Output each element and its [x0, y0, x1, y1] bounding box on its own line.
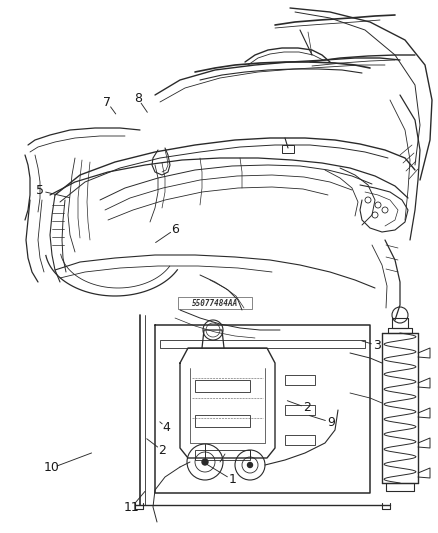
Text: 8: 8 — [134, 92, 142, 105]
Text: 4: 4 — [162, 421, 170, 434]
Bar — [285, 435, 315, 445]
Circle shape — [247, 463, 252, 467]
Text: 7: 7 — [103, 96, 111, 109]
Bar — [195, 415, 250, 427]
Bar — [178, 297, 252, 309]
Text: 10: 10 — [44, 462, 60, 474]
Text: 6: 6 — [171, 223, 179, 236]
Text: 9: 9 — [327, 416, 335, 429]
Text: 11: 11 — [124, 501, 139, 514]
Bar — [195, 380, 250, 392]
Text: 5: 5 — [36, 184, 44, 197]
Bar — [282, 145, 294, 153]
Bar — [195, 450, 250, 460]
Text: 1: 1 — [228, 473, 236, 486]
Text: 2: 2 — [303, 401, 311, 414]
Bar — [285, 405, 315, 415]
Bar — [285, 375, 315, 385]
Text: 2: 2 — [158, 444, 166, 457]
Text: 3: 3 — [373, 339, 381, 352]
Circle shape — [202, 459, 208, 465]
Bar — [160, 340, 365, 348]
Text: 55077484AA: 55077484AA — [192, 298, 238, 308]
